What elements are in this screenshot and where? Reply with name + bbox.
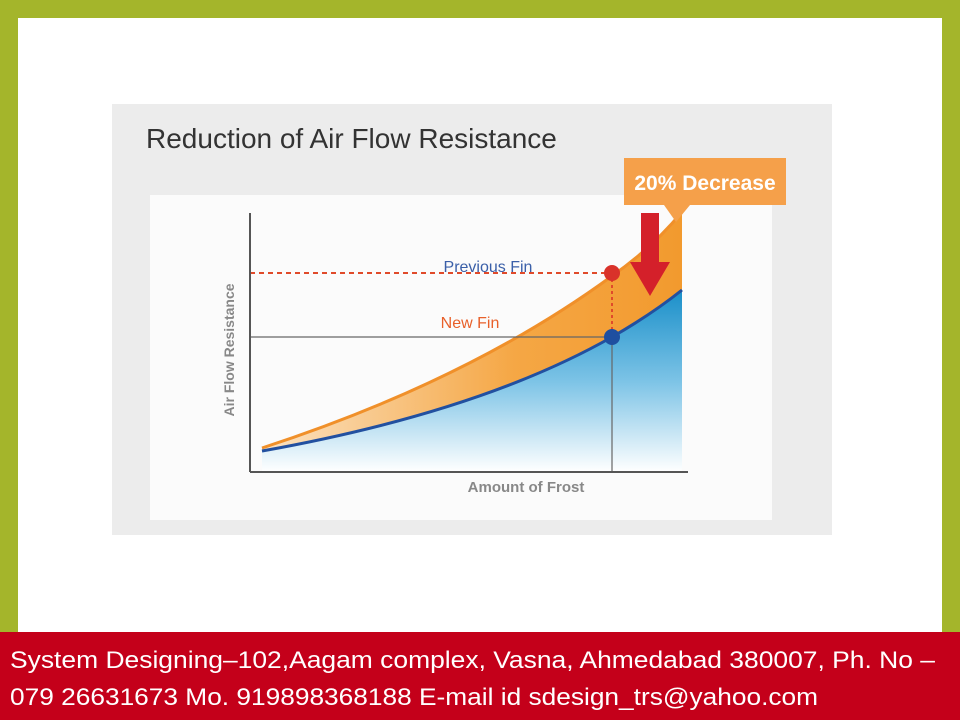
new-fin-area [262,290,682,472]
new-fin-label: New Fin [441,315,500,332]
callout-text: 20% Decrease [634,172,775,195]
y-axis-label: Air Flow Resistance [221,283,237,416]
footer-bar [0,632,960,720]
new-fin-curve [261,288,683,453]
chart-title: Reduction of Air Flow Resistance [146,123,557,154]
footer-line: System Designing–102,Aagam complex, Vasn… [10,647,936,674]
previous-fin-label: Previous Fin [444,259,533,276]
x-axis-label: Amount of Frost [468,479,585,496]
new-point [604,329,620,345]
callout-tail [664,205,690,222]
previous-point [604,265,620,281]
decrease-arrow [630,213,670,296]
footer-line: 079 26631673 Mo. 919898368188 E-mail id … [10,684,818,711]
callout-box [624,158,786,205]
